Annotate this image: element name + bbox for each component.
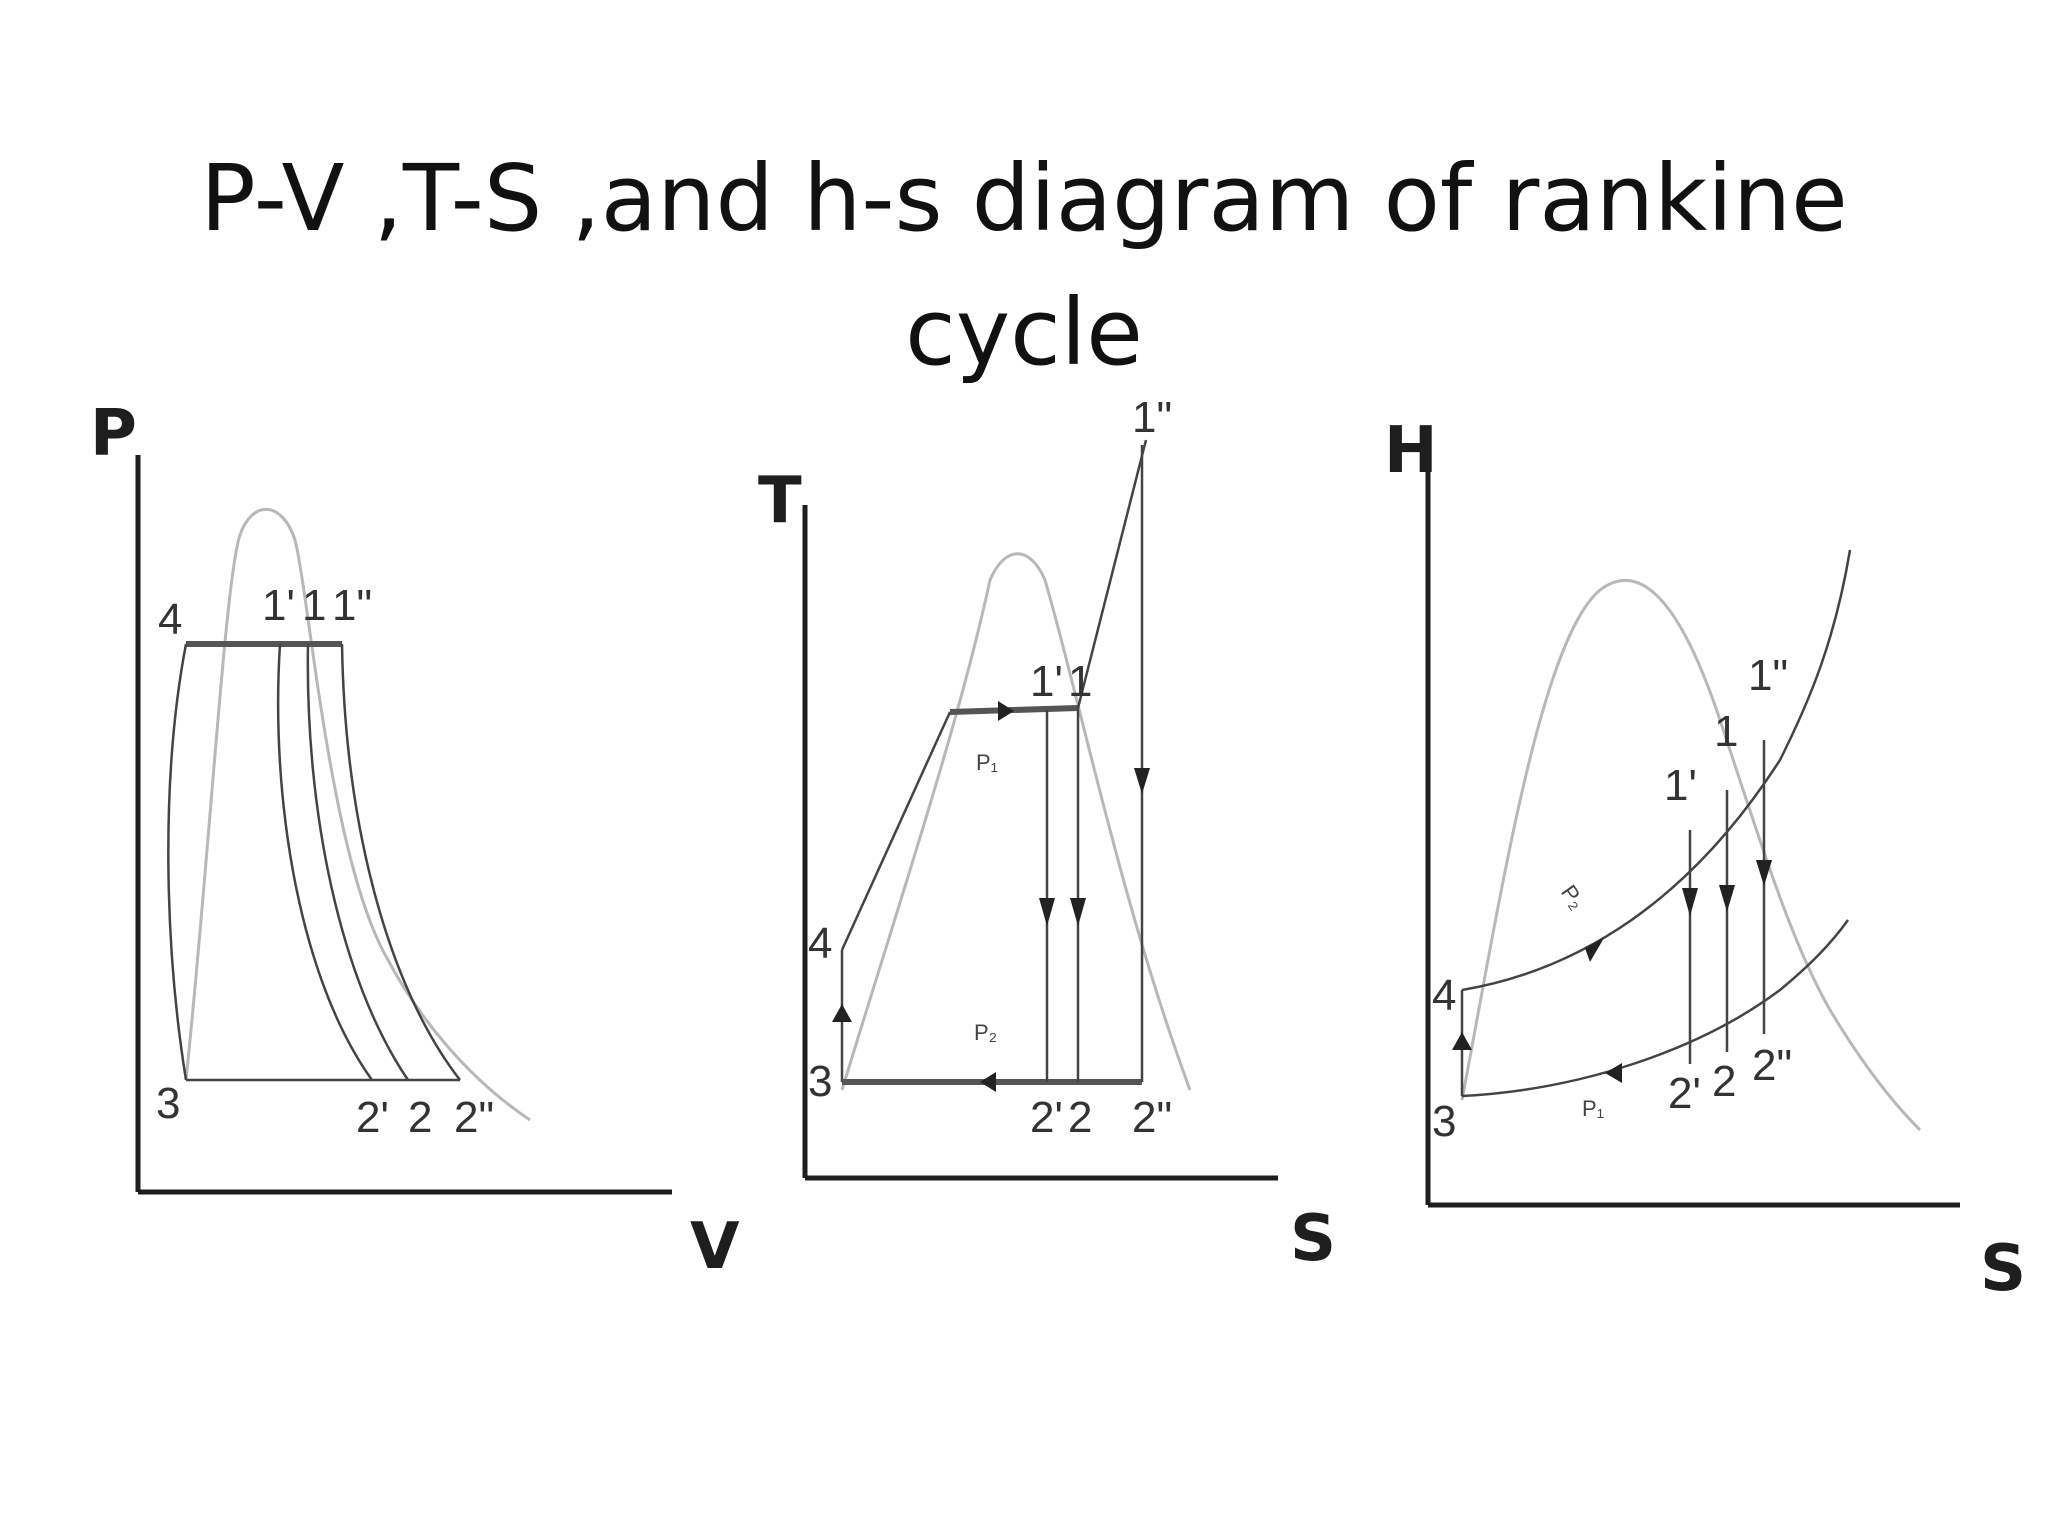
ts-saturation-dome — [840, 552, 1192, 1091]
ts-liquid-heating-4-1p — [840, 711, 952, 951]
pv-pump-3-4 — [167, 643, 188, 1081]
ts-arrow-evaporation — [998, 701, 1014, 721]
ts-diagram: T S 1" 1' 1 4 3 2' 2 2" P₁ P₂ — [758, 393, 1336, 1276]
pv-point-4: 4 — [158, 595, 182, 644]
ts-point-2: 2 — [1068, 1093, 1092, 1142]
ts-arrow-pump — [832, 1004, 852, 1022]
ts-arrow-expansion-1pp — [1134, 768, 1150, 794]
hs-arrow-pump — [1452, 1032, 1472, 1050]
hs-y-axis-label: H — [1384, 414, 1438, 488]
hs-point-1pp: 1" — [1748, 651, 1788, 700]
pv-y-axis-label: P — [90, 397, 137, 471]
hs-pressure-low: P₁ — [1582, 1096, 1604, 1121]
hs-low-pressure-line — [1461, 919, 1850, 1098]
hs-x-axis-label: S — [1980, 1232, 2026, 1306]
ts-arrow-expansion-1 — [1070, 898, 1086, 926]
hs-point-2pp: 2" — [1752, 1041, 1792, 1090]
ts-point-1: 1 — [1068, 657, 1092, 706]
ts-point-1pp: 1" — [1132, 393, 1172, 442]
pv-diagram: P V 4 1' 1 1" 3 2' 2 2" — [90, 397, 740, 1284]
pv-point-1pp: 1" — [332, 581, 372, 630]
title-line-2: cycle — [905, 278, 1143, 386]
ts-point-2pp: 2" — [1132, 1093, 1172, 1142]
ts-point-4: 4 — [808, 919, 832, 968]
hs-pressure-high: P₂ — [1556, 880, 1590, 913]
hs-point-4: 4 — [1432, 971, 1456, 1020]
pv-point-2pp: 2" — [454, 1093, 494, 1142]
slide-title: P-V ,T-S ,and h-s diagram of rankine cyc… — [0, 132, 2048, 400]
hs-arrow-low-pressure — [1605, 1063, 1622, 1083]
ts-point-1p: 1' — [1030, 657, 1063, 706]
pv-point-2: 2 — [408, 1093, 432, 1142]
hs-high-pressure-line — [1461, 549, 1852, 992]
hs-diagram: H S 1" 1 1' 4 3 2' 2 2" P₂ P₁ — [1384, 414, 2026, 1306]
ts-superheat-1-1pp — [1076, 439, 1148, 709]
hs-arrow-expansion-1 — [1719, 885, 1735, 912]
pv-saturation-dome — [184, 507, 531, 1122]
ts-pressure-high: P₁ — [976, 750, 998, 775]
hs-saturation-dome — [1460, 579, 1922, 1132]
pv-expansion-1pp-2pp — [340, 643, 461, 1081]
pv-point-2p: 2' — [356, 1093, 389, 1142]
pv-point-1: 1 — [302, 581, 326, 630]
hs-arrow-expansion-1pp — [1756, 860, 1772, 886]
pv-expansion-1-2 — [306, 643, 410, 1081]
hs-arrow-high-pressure — [1585, 938, 1604, 962]
hs-point-2: 2 — [1712, 1057, 1736, 1106]
ts-x-axis-label: S — [1290, 1202, 1336, 1276]
hs-arrow-expansion-1p — [1682, 888, 1698, 916]
pv-point-1p: 1' — [262, 581, 295, 630]
pv-expansion-1p-2p — [276, 643, 374, 1081]
hs-point-1p: 1' — [1664, 761, 1697, 810]
ts-pressure-low: P₂ — [974, 1020, 997, 1045]
ts-y-axis-label: T — [758, 464, 802, 538]
ts-point-3: 3 — [808, 1057, 832, 1106]
hs-point-2p: 2' — [1668, 1069, 1701, 1118]
hs-point-1: 1 — [1714, 707, 1738, 756]
ts-evaporation-1p-1 — [949, 705, 1079, 715]
ts-arrow-condensation — [980, 1072, 996, 1092]
title-line-1: P-V ,T-S ,and h-s diagram of rankine — [200, 144, 1848, 252]
pv-x-axis-label: V — [690, 1210, 740, 1284]
hs-point-3: 3 — [1432, 1097, 1456, 1146]
ts-point-2p: 2' — [1030, 1093, 1063, 1142]
ts-arrow-expansion-1p — [1039, 898, 1055, 926]
pv-point-3: 3 — [156, 1079, 180, 1128]
